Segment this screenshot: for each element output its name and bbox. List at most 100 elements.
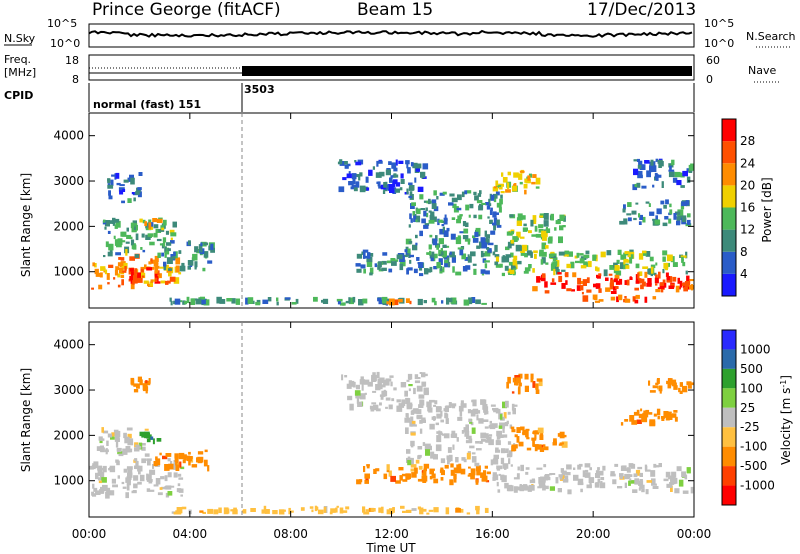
heatmap-cell-region-14: [547, 237, 553, 244]
heatmap-cell-region-8: [376, 181, 381, 184]
heatmap-cell-region-9: [634, 478, 640, 485]
heatmap-cell-region-7: [475, 479, 479, 485]
heatmap-cell-region-8: [471, 399, 476, 403]
heatmap-cell-region-10: [423, 210, 427, 217]
heatmap-cell-region-10: [479, 203, 484, 210]
heatmap-cell-region-6: [376, 371, 380, 379]
heatmap-cell-region-9: [461, 253, 467, 260]
heatmap-cell-region-2: [130, 239, 135, 246]
heatmap-cell-region-0: [105, 491, 110, 499]
heatmap-cell-region-9: [610, 471, 615, 475]
heatmap-cell-region-12: [655, 274, 658, 281]
heatmap-cell-region-2: [125, 241, 130, 244]
heatmap-cell-region-10: [499, 198, 503, 205]
heatmap-cell-region-11: [518, 382, 522, 387]
heatmap-cell-region-8: [429, 399, 435, 403]
heatmap-cell-region-3: [107, 184, 114, 189]
heatmap-cell-region-11: [506, 381, 509, 389]
heatmap-cell-region-3: [137, 187, 142, 191]
heatmap-cell-region-14: [533, 250, 538, 254]
noise-left-tick-bottom: 10^0: [50, 37, 80, 50]
heatmap-cell-region-11: [530, 377, 534, 383]
heatmap-cell-region-7: [405, 473, 410, 480]
heatmap-cell-region-8: [407, 460, 412, 466]
heatmap-cell-region-12: [626, 279, 630, 286]
heatmap-cell-region-17: [652, 184, 655, 188]
heatmap-cell-region-1: [102, 430, 109, 434]
heatmap-cell-region-10: [410, 218, 413, 223]
heatmap-cell-region-2: [140, 247, 143, 250]
heatmap-cell-region-6: [186, 296, 190, 304]
heatmap-cell-region-8: [410, 440, 415, 447]
heatmap-cell-region-17: [682, 170, 688, 177]
heatmap-cell-region-0: [113, 277, 116, 280]
heatmap-cell-region-8: [387, 184, 394, 191]
y-tick-label: 4000: [53, 338, 84, 352]
heatmap-cell-region-1: [137, 277, 143, 283]
heatmap-cell-region-6: [345, 300, 351, 304]
heatmap-cell-region-5: [330, 508, 336, 513]
heatmap-cell-region-7: [363, 466, 366, 473]
heatmap-cell-region-11: [587, 260, 592, 268]
heatmap-cell-region-9: [540, 476, 546, 483]
heatmap-cell-region-2: [125, 249, 128, 256]
heatmap-cell-region-14: [522, 227, 528, 232]
heatmap-cell-region-9: [399, 259, 406, 267]
heatmap-cell-region-2: [108, 220, 114, 224]
heatmap-cell-region-11: [620, 254, 627, 260]
heatmap-cell-region-0: [93, 461, 99, 469]
heatmap-cell-region-13: [659, 389, 662, 394]
heatmap-cell-region-10: [461, 191, 465, 198]
heatmap-cell-region-0: [125, 477, 131, 483]
heatmap-cell-region-9: [525, 467, 530, 470]
heatmap-cell-region-9: [381, 267, 387, 271]
heatmap-cell-region-13: [652, 385, 658, 389]
heatmap-cell-region-17: [633, 159, 639, 162]
heatmap-cell-region-6: [407, 398, 411, 405]
heatmap-cell-region-1: [141, 275, 145, 278]
heatmap-cell-region-7: [417, 478, 424, 482]
heatmap-cell-region-12: [669, 414, 673, 420]
heatmap-cell-region-10: [496, 212, 499, 215]
heatmap-cell-region-10: [489, 219, 493, 224]
heatmap-cell-region-5: [203, 242, 209, 246]
heatmap-cell-region-9: [369, 253, 374, 257]
heatmap-cell-region-2: [186, 456, 192, 462]
heatmap-cell-region-5: [272, 510, 278, 515]
power-colorbar-swatch: [722, 229, 736, 252]
heatmap-cell-region-12: [637, 272, 640, 279]
heatmap-cell-region-3: [146, 438, 151, 443]
heatmap-cell-region-8: [406, 164, 409, 169]
heatmap-cell-region-7: [401, 473, 408, 477]
heatmap-cell-region-0: [150, 279, 154, 283]
heatmap-cell-region-11: [535, 383, 539, 390]
heatmap-cell-region-2: [166, 242, 172, 246]
heatmap-cell-region-8: [355, 174, 360, 178]
heatmap-cell-region-7: [450, 463, 454, 468]
heatmap-cell-region-7: [467, 474, 473, 477]
heatmap-cell-region-9: [467, 256, 472, 263]
heatmap-cell-region-6: [379, 384, 386, 388]
heatmap-cell-region-13: [678, 387, 681, 393]
heatmap-cell-region-8: [499, 414, 503, 420]
heatmap-cell-region-16: [669, 203, 672, 208]
heatmap-cell-region-7: [444, 464, 449, 469]
heatmap-cell-region-14: [530, 219, 534, 227]
heatmap-cell-region-16: [655, 215, 658, 221]
heatmap-cell-region-10: [558, 443, 563, 446]
heatmap-cell-region-0: [173, 460, 177, 467]
heatmap-cell-region-9: [622, 465, 627, 471]
heatmap-cell-region-7: [386, 301, 389, 305]
heatmap-cell-region-12: [635, 280, 640, 284]
heatmap-cell-region-9: [674, 477, 678, 484]
heatmap-cell-region-14: [507, 241, 512, 249]
heatmap-cell-region-9: [580, 488, 583, 493]
heatmap-cell-region-9: [436, 262, 441, 269]
heatmap-cell-region-5: [370, 508, 376, 512]
heatmap-cell-region-10: [465, 222, 469, 227]
heatmap-cell-region-2: [204, 449, 208, 453]
heatmap-cell-region-6: [369, 405, 376, 410]
heatmap-cell-region-15: [518, 173, 523, 180]
heatmap-cell-region-0: [120, 274, 125, 278]
velocity-colorbar-tick: -1000: [740, 479, 775, 493]
